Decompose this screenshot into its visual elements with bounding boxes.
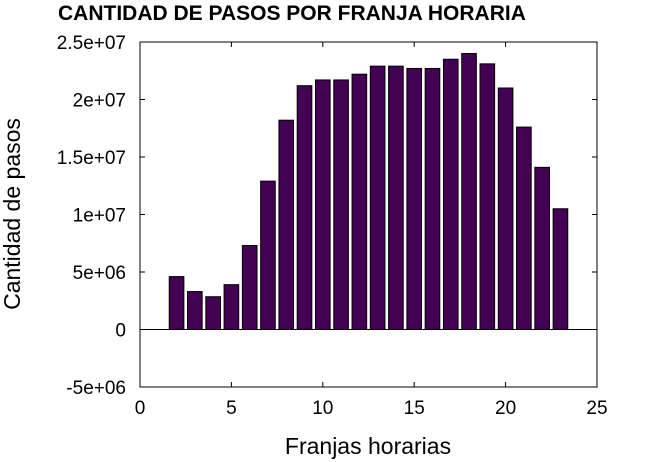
y-tick-label: 2e+07 (73, 91, 126, 112)
bar-12 (351, 73, 368, 330)
bar-11 (333, 79, 349, 330)
bar-3 (187, 291, 203, 330)
x-tick-label: 20 (495, 398, 516, 419)
x-tick-label: 0 (135, 398, 146, 419)
bar-21 (516, 126, 532, 330)
y-tick-label: 5e+06 (73, 263, 126, 284)
y-tick-label: 2.5e+07 (57, 33, 126, 54)
y-tick-label: -5e+06 (66, 378, 126, 399)
bar-20 (497, 87, 514, 330)
bar-16 (424, 67, 441, 330)
bar-9 (296, 85, 313, 330)
bar-13 (369, 65, 386, 331)
bar-18 (461, 53, 477, 330)
bar-8 (278, 119, 295, 330)
bar-22 (534, 166, 550, 330)
bar-15 (406, 67, 423, 330)
y-tick-label: 1e+07 (73, 206, 126, 227)
axis-ticks: 0 5 10 15 20 25 -5e+06 0 5e+06 1e+07 1.5e+07 2e+07 2… (57, 33, 608, 419)
bar-4 (205, 296, 221, 331)
x-tick-label: 5 (226, 398, 237, 419)
bar-series (168, 53, 569, 331)
bar-2 (168, 276, 185, 331)
bar-7 (260, 180, 276, 330)
x-axis-label: Franjas horarias (285, 433, 451, 459)
x-tick-label: 25 (586, 398, 607, 419)
y-axis-label: Cantidad de pasos (0, 118, 25, 310)
bar-14 (388, 65, 404, 331)
bar-6 (241, 245, 258, 330)
y-tick-label: 0 (115, 321, 126, 342)
chart-title: CANTIDAD DE PASOS POR FRANJA HORARIA (58, 2, 526, 25)
x-tick-label: 10 (312, 398, 333, 419)
y-tick-label: 1.5e+07 (57, 148, 126, 169)
bar-17 (442, 58, 459, 330)
bar-23 (552, 208, 569, 330)
x-tick-label: 15 (404, 398, 425, 419)
bar-5 (223, 284, 240, 330)
bar-10 (314, 79, 331, 330)
bar-19 (479, 63, 496, 330)
